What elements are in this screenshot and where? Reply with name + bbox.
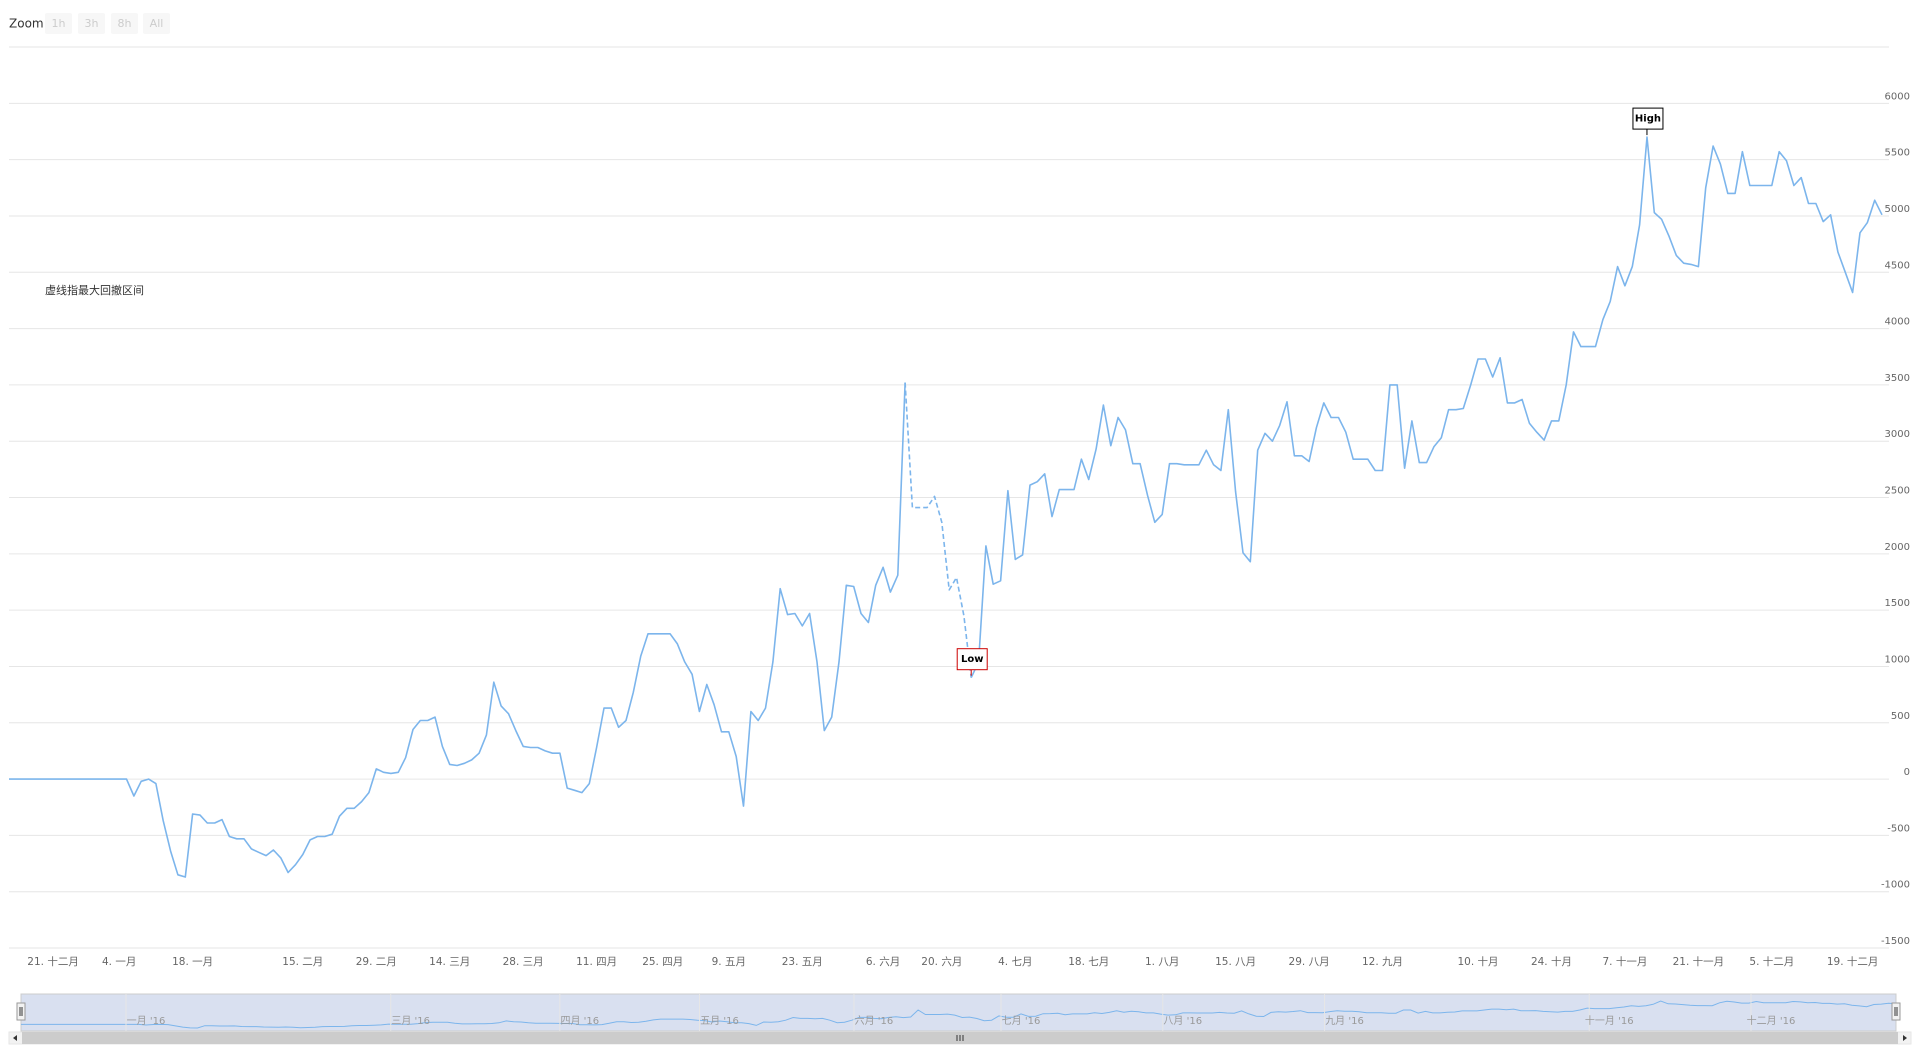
flag-label: High (1635, 114, 1661, 125)
navigator-bg (20, 993, 1897, 1032)
x-tick-label: 24. 十月 (1531, 955, 1572, 968)
y-tick-label: 5500 (1885, 148, 1910, 159)
zoom-button[interactable]: 8h (111, 13, 138, 34)
x-tick-label: 4. 一月 (102, 956, 136, 968)
x-tick-label: 10. 十月 (1457, 955, 1498, 968)
x-tick-label: 11. 四月 (576, 956, 617, 968)
x-tick-label: 18. 七月 (1068, 956, 1109, 968)
x-tick-label: 4. 七月 (998, 956, 1032, 968)
zoom-label: Zoom (9, 17, 44, 31)
navigator-label: 五月 '16 (700, 1015, 739, 1027)
navigator-handle[interactable] (1891, 1002, 1901, 1021)
y-tick-label: 5000 (1885, 204, 1910, 215)
navigator-label: 三月 '16 (391, 1015, 430, 1027)
y-tick-label: 3500 (1885, 373, 1910, 384)
x-tick-label: 28. 三月 (503, 956, 544, 968)
zoom-button-bg (111, 13, 138, 34)
navigator-label: 一月 '16 (127, 1015, 166, 1027)
x-tick-label: 12. 九月 (1362, 956, 1403, 968)
zoom-button-bg (143, 13, 170, 34)
x-tick-label: 25. 四月 (642, 956, 683, 968)
scrollbar-grip (956, 1035, 964, 1041)
zoom-button-label: 8h (118, 17, 132, 30)
zoom-button-label: All (150, 17, 164, 30)
navigator-label: 六月 '16 (855, 1015, 894, 1027)
x-tick-label: 5. 十二月 (1749, 955, 1794, 968)
navigator-handle-box (16, 1002, 26, 1021)
navigator-label: 十二月 '16 (1747, 1014, 1796, 1027)
flag-label: Low (961, 654, 983, 665)
x-tick-label: 14. 三月 (429, 956, 470, 968)
navigator-handle-box (1891, 1002, 1901, 1021)
x-tick-label: 29. 八月 (1289, 956, 1330, 968)
x-tick-label: 23. 五月 (782, 956, 823, 968)
y-tick-label: -500 (1887, 823, 1910, 834)
x-tick-label: 29. 二月 (356, 956, 397, 968)
zoom-button-bg (78, 13, 105, 34)
x-tick-label: 18. 一月 (172, 956, 213, 968)
flag-box (1632, 107, 1664, 130)
y-tick-label: 1500 (1885, 598, 1910, 609)
y-tick-label: 1000 (1885, 654, 1910, 665)
y-tick-label: 6000 (1885, 91, 1910, 102)
zoom-button[interactable]: 3h (78, 13, 105, 34)
x-tick-label: 15. 八月 (1215, 956, 1256, 968)
y-tick-label: -1500 (1881, 936, 1910, 947)
zoom-button-label: 1h (52, 17, 66, 30)
navigator-label: 十一月 '16 (1585, 1014, 1634, 1027)
x-tick-label: 21. 十二月 (27, 955, 79, 968)
y-tick-label: 3000 (1885, 429, 1910, 440)
zoom-button[interactable]: All (143, 13, 170, 34)
y-tick-label: 4000 (1885, 317, 1910, 328)
navigator-label: 四月 '16 (560, 1015, 599, 1027)
series-line (9, 382, 906, 878)
y-tick-label: -1000 (1881, 880, 1910, 891)
x-tick-label: 19. 十二月 (1827, 955, 1879, 968)
x-tick-label: 7. 十一月 (1602, 955, 1647, 968)
flag-box (956, 648, 988, 671)
y-tick-label: 2000 (1885, 542, 1910, 553)
annotation: 虚线指最大回撤区间 (45, 283, 144, 297)
x-tick-label: 21. 十一月 (1673, 955, 1725, 968)
x-tick-label: 9. 五月 (712, 956, 746, 968)
scrollbar-arrow-right (1903, 1035, 1907, 1041)
x-tick-label: 6. 六月 (866, 956, 900, 968)
navigator-line (21, 1000, 1897, 1029)
navigator-handle[interactable] (16, 1002, 26, 1021)
flag: High (1632, 107, 1664, 136)
y-tick-label: 4500 (1885, 260, 1910, 271)
series-line (970, 136, 1883, 679)
navigator-label: 九月 '16 (1325, 1015, 1364, 1027)
navigator-label: 八月 '16 (1163, 1015, 1202, 1027)
navigator-label: 七月 '16 (1002, 1015, 1041, 1027)
x-tick-label: 15. 二月 (282, 956, 323, 968)
x-tick-label: 1. 八月 (1145, 956, 1179, 968)
drawdown-line (904, 382, 972, 678)
zoom-button-label: 3h (85, 17, 99, 30)
y-tick-label: 2500 (1885, 486, 1910, 497)
x-tick-label: 20. 六月 (921, 956, 962, 968)
scrollbar-arrow-left (13, 1035, 17, 1041)
zoom-button[interactable]: 1h (45, 13, 72, 34)
flag: Low (956, 648, 988, 676)
zoom-button-bg (45, 13, 72, 34)
y-tick-label: 0 (1904, 767, 1910, 778)
y-tick-label: 500 (1891, 711, 1910, 722)
